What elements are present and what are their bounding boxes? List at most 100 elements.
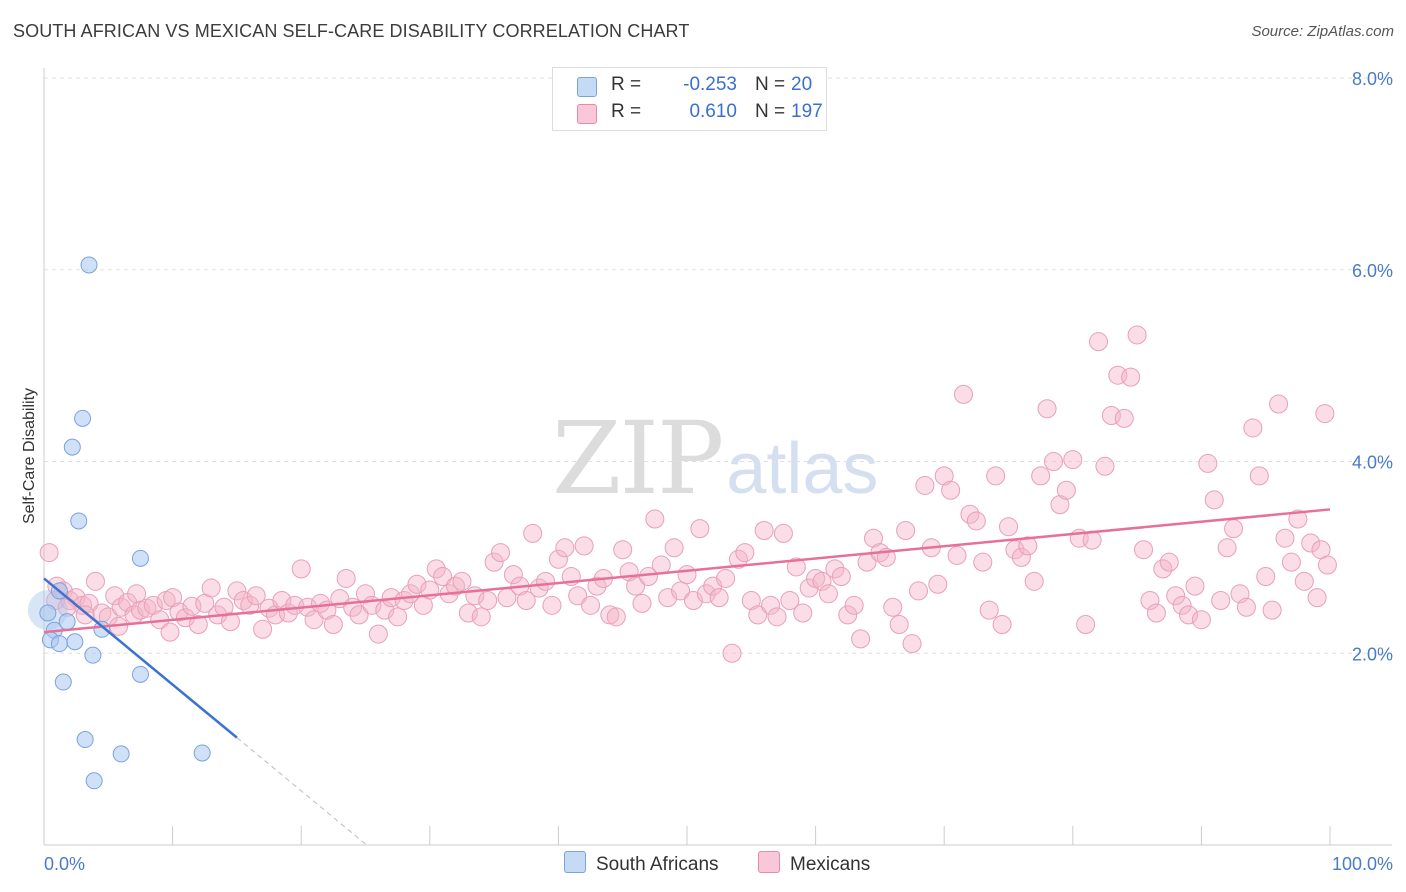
mexicans-point [143,595,163,615]
watermark-zip: ZIP [552,400,724,517]
mexicans-point [1307,588,1327,608]
mexicans-point [1236,597,1256,617]
mexicans-point [780,591,800,611]
mexicans-point [75,605,95,625]
mexicans-point [1089,332,1109,352]
mexicans-point [709,588,729,608]
mexicans-point [986,466,1006,486]
mexicans-point [574,536,594,556]
mexicans-point [645,509,665,529]
legend-swatch-south-africans [577,77,597,97]
mexicans-point [523,523,543,543]
legend-n-value: 197 [791,101,823,122]
mexicans-point [458,603,478,623]
mexicans-point [85,571,105,591]
mexicans-point [426,559,446,579]
mexicans-point [1256,567,1276,587]
mexicans-point [973,552,993,572]
mexicans-point [999,517,1018,537]
south-africans-point [54,673,72,691]
mexicans-point [1121,367,1141,387]
mexicans-point [613,540,633,560]
mexicans-point [632,593,652,613]
mexicans-point [716,568,736,588]
watermark: ZIPatlas [552,400,878,517]
mexicans-point [542,595,562,615]
mexicans-point [1044,452,1064,471]
mexicans-point [818,584,838,604]
south-africans-trend-line [43,577,238,739]
mexicans-point [606,607,626,627]
mexicans-point [786,557,806,577]
mexicans-point [1056,480,1076,500]
legend-r-label: R = [611,74,642,95]
mexicans-point [1185,576,1205,596]
mexicans-point [227,581,247,601]
mexicans-point [163,588,183,608]
bottom-legend-label: South Africans [596,854,719,875]
mexicans-point [1204,490,1224,510]
mexicans-point [928,574,948,594]
mexicans-point [1288,509,1308,529]
trend-lines [43,508,1331,845]
mexicans-point [690,519,710,539]
mexicans-point [1037,399,1057,419]
y-tick-label: 4.0% [1352,453,1393,473]
mexicans-point [953,384,973,404]
south-africans-point [39,604,57,622]
south-africans-point [70,512,88,530]
mexicans-point [966,511,986,531]
south-africans-point [84,646,102,664]
mexicans-point [581,595,601,615]
mexicans-point [825,559,845,579]
mexicans-point [1191,610,1211,630]
mexicans-point [915,475,935,495]
legend-r-value: -0.253 [683,74,737,95]
south-africans-points [27,256,211,790]
mexicans-point [491,543,511,563]
mexicans-point [1294,571,1314,591]
mexicans-trend-line [43,508,1331,634]
south-africans-point [58,613,76,631]
mexicans-point [626,576,646,596]
mexicans-point [1249,466,1269,486]
mexicans-point [651,555,671,575]
legend-n-value: 20 [791,74,813,95]
source-label: Source: ZipAtlas.com [1251,23,1394,40]
mexicans-point [761,595,781,615]
mexicans-point [1179,605,1199,625]
mexicans-point [568,586,588,606]
mexicans-point [188,614,208,634]
mexicans-point [587,576,607,596]
mexicans-point [220,612,240,632]
mexicans-point [838,605,858,625]
mexicans-point [664,538,684,558]
mexicans-point [291,559,311,579]
mexicans-point [1172,595,1192,615]
mexicans-point [1262,600,1282,620]
mexicans-point [471,607,491,627]
mexicans-point [349,605,369,625]
mexicans-point [1198,453,1218,473]
mexicans-point [902,634,922,654]
mexicans-point [844,595,864,615]
y-tick-label: 2.0% [1352,644,1393,664]
mexicans-point [246,586,266,606]
mexicans-point [883,597,903,617]
axes [43,68,1392,846]
south-africans-point [131,549,149,567]
mexicans-point [1315,404,1335,424]
mexicans-point [754,521,774,541]
mexicans-point [896,521,916,541]
mexicans-point [1031,466,1051,486]
bottom-legend-swatch-south-africans [564,851,586,873]
mexicans-point [555,538,575,558]
mexicans-point [1076,614,1096,634]
mexicans-point [1275,528,1295,548]
mexicans-point [992,614,1012,634]
mexicans-point [941,480,961,500]
bottom-legend-mexicans: Mexicans [758,851,870,876]
mexicans-point [478,591,498,611]
mexicans-point [536,571,556,591]
chart-title: SOUTH AFRICAN VS MEXICAN SELF-CARE DISAB… [13,21,690,41]
